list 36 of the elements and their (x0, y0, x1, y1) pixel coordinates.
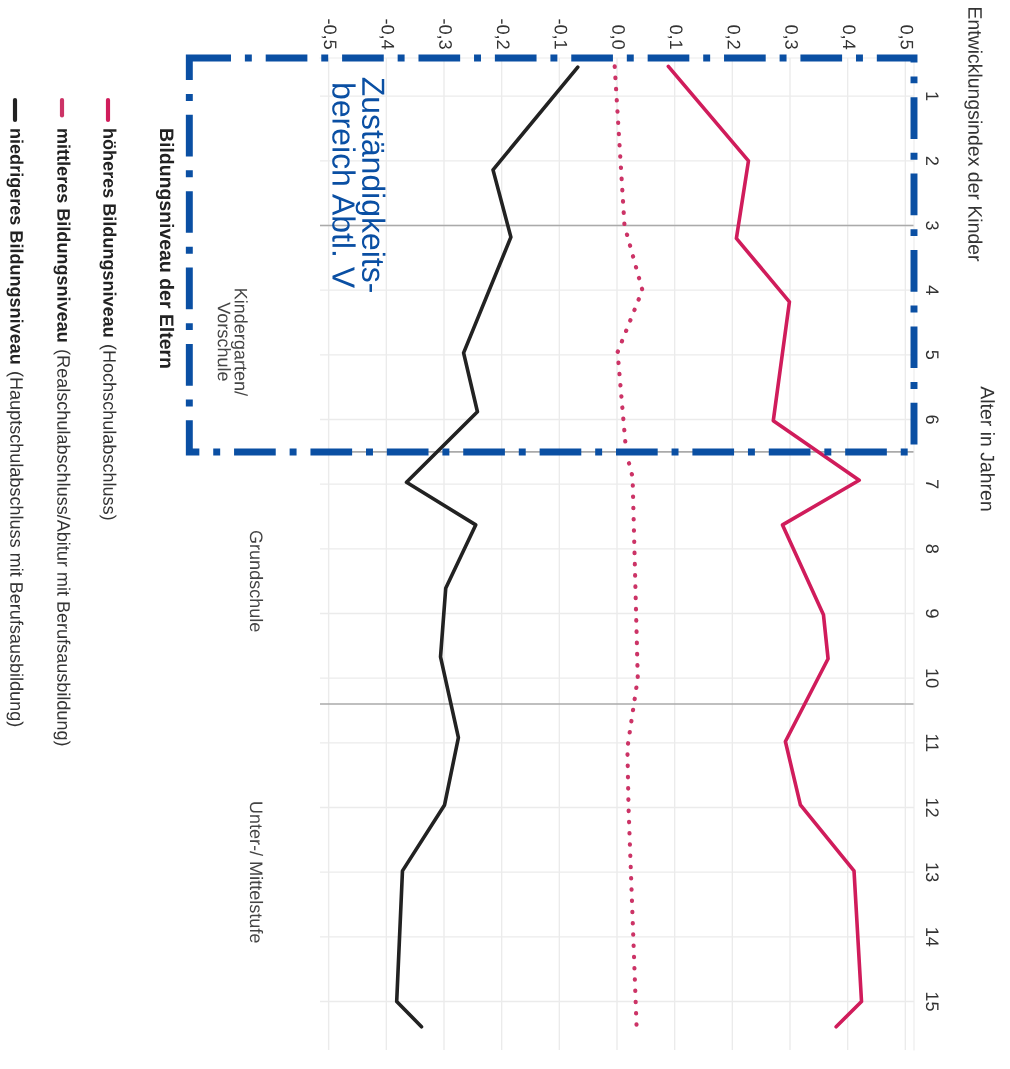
x-tick-label: -0,3 (437, 19, 452, 49)
y-tick-label: 4 (926, 285, 939, 295)
x-tick-label: 0,2 (725, 25, 741, 49)
legend-label: mittleres Bildungsniveau (Realschulabschluss/Abitur mit Berufsausbildung) (53, 129, 71, 746)
y-tick-label: 12 (926, 798, 939, 817)
y-tick-label: 11 (926, 734, 939, 752)
text: Unter-/ Mittelstufe (249, 802, 264, 943)
x-tick-label: 0,1 (667, 25, 683, 49)
x-tick-label: 0,0 (610, 25, 625, 49)
legend-label: höheres Bildungsniveau (Hochschulabschluss) (99, 129, 117, 520)
y-tick-label: 7 (926, 480, 939, 489)
y-tick-label: 13 (925, 863, 939, 882)
x-tick-label: -0,1 (552, 19, 568, 49)
x-tick-label: 0,3 (783, 25, 798, 49)
legend-label: niedrigeres Bildungsniveau (Hauptschulabschluss mit Berufsausbildung) (6, 129, 24, 727)
x-tick-label: 0,4 (840, 25, 856, 50)
text: Grundschule (249, 530, 264, 632)
text: Entwicklungsindex der Kinder (964, 8, 983, 262)
y-tick-label: 8 (925, 544, 939, 554)
y-tick-label: 3 (925, 221, 939, 230)
y-tick-label: 5 (925, 350, 939, 360)
annotation: Zuständigkeits- bereich Abtl. V (332, 77, 386, 292)
y-tick-label: 9 (925, 609, 939, 618)
x-tick-label: -0,5 (321, 19, 337, 49)
legend-title: Bildungsniveau der Eltern (155, 129, 175, 368)
x-tick-label: -0,4 (379, 19, 395, 50)
y-tick-label: 6 (925, 415, 939, 424)
text: Kindergarten/ Vorschule (217, 289, 248, 397)
x-tick-label: 0,5 (898, 25, 914, 49)
y-tick-label: 2 (926, 156, 939, 165)
y-tick-label: 14 (926, 928, 939, 947)
y-tick-label: 15 (925, 992, 939, 1011)
x-tick-label: -0,2 (494, 19, 510, 49)
y-axis-title: Alter in Jahren (980, 386, 995, 511)
y-tick-label: 1 (926, 92, 939, 101)
y-tick-label: 10 (925, 669, 939, 688)
